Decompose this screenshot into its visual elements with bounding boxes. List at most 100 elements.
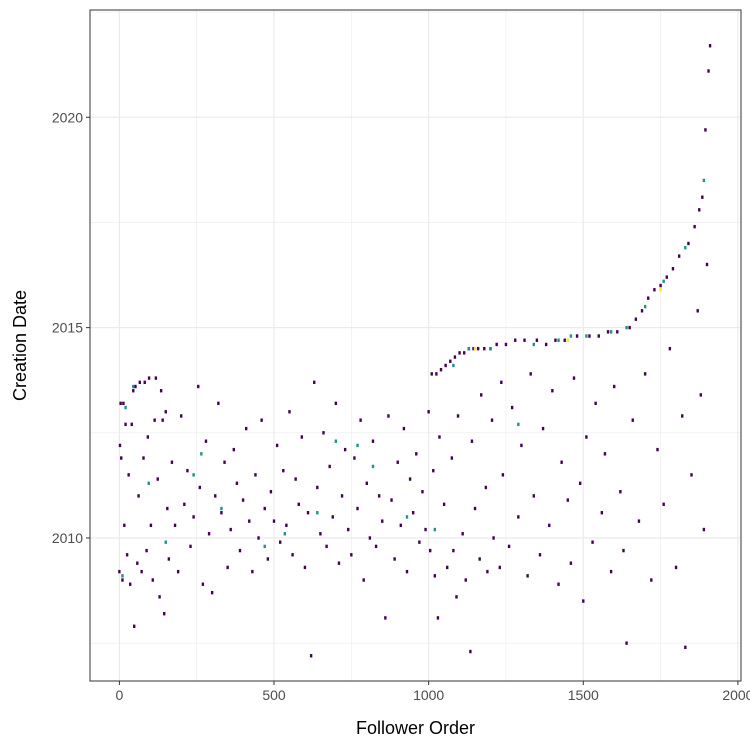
data-cell — [198, 485, 201, 490]
data-cell — [138, 380, 141, 385]
data-cell — [684, 645, 687, 650]
data-cell-mid — [316, 511, 319, 515]
data-cell — [690, 473, 693, 477]
data-cell — [708, 44, 712, 48]
data-cell-high — [566, 338, 570, 342]
data-cell — [291, 553, 294, 557]
data-cell — [186, 468, 189, 473]
data-cell — [501, 473, 505, 477]
data-cell-mid — [609, 330, 613, 334]
data-cell — [340, 494, 344, 498]
data-cell — [176, 569, 180, 574]
data-cell — [405, 569, 409, 574]
data-cell — [408, 477, 412, 481]
data-cell — [671, 267, 675, 271]
data-cell — [137, 494, 140, 498]
data-cell — [480, 393, 483, 397]
x-axis-ticks: 0 500 1000 1500 2000 — [115, 681, 750, 703]
data-cell-high — [473, 346, 477, 351]
x-axis-title: Follower Order — [356, 718, 475, 738]
data-cell — [248, 519, 251, 523]
data-cell — [557, 582, 560, 586]
data-cell — [266, 557, 270, 561]
data-cell-mid — [585, 334, 588, 338]
data-cell — [510, 405, 514, 410]
data-cell — [544, 342, 548, 347]
data-cell — [297, 502, 300, 507]
data-cell — [653, 288, 656, 292]
data-cell — [464, 578, 467, 582]
data-cell — [393, 557, 396, 561]
data-cell-mid — [124, 405, 127, 410]
data-cell — [538, 553, 542, 557]
data-cell — [353, 456, 356, 460]
data-cell — [609, 569, 613, 574]
data-cell — [197, 384, 200, 389]
data-cell — [166, 506, 169, 511]
data-cell — [640, 309, 644, 313]
data-cell — [220, 511, 223, 515]
data-cell — [484, 485, 488, 490]
data-cell — [143, 380, 146, 385]
data-cell — [387, 414, 390, 418]
x-tick-label: 1000 — [413, 687, 444, 703]
data-cell — [331, 515, 334, 519]
data-cell — [390, 498, 393, 502]
data-cell — [130, 422, 133, 427]
data-cell — [435, 372, 438, 376]
data-cell — [628, 325, 631, 330]
data-cell — [461, 532, 464, 536]
data-cell — [396, 460, 399, 464]
data-cell — [458, 351, 461, 355]
data-cell — [449, 359, 452, 363]
data-cell-mid — [662, 279, 665, 284]
y-axis-ticks: 2010 2015 2020 — [52, 109, 90, 546]
data-cell — [149, 523, 153, 528]
data-cell — [164, 410, 167, 414]
x-tick-label: 2000 — [722, 687, 750, 703]
y-tick-label: 2015 — [52, 320, 83, 336]
data-cell-mid — [517, 422, 520, 427]
data-cell-mid — [489, 346, 492, 351]
data-cell — [659, 283, 662, 288]
data-cell — [374, 544, 378, 549]
data-cell — [189, 544, 192, 549]
data-cell — [606, 330, 610, 334]
data-cell — [677, 254, 681, 258]
data-cell — [325, 544, 328, 549]
data-cell — [123, 523, 126, 528]
data-cell — [282, 468, 285, 473]
data-cell — [418, 540, 421, 544]
data-cell — [478, 557, 481, 561]
data-cell — [469, 649, 472, 654]
data-cell — [563, 338, 566, 342]
data-cell — [500, 380, 503, 385]
data-cell — [548, 523, 551, 528]
data-cell — [251, 569, 254, 574]
data-cell — [656, 447, 659, 452]
data-cell — [120, 456, 123, 460]
data-cell-mid — [220, 506, 223, 511]
data-cell — [142, 456, 145, 460]
data-cell — [154, 376, 158, 380]
data-cell — [343, 447, 347, 452]
data-cell-mid — [702, 178, 706, 183]
data-cell — [161, 418, 164, 422]
data-cell — [421, 489, 424, 494]
y-tick-label: 2010 — [52, 530, 83, 546]
data-cell — [526, 574, 529, 578]
data-cell — [362, 578, 365, 582]
data-cell — [263, 506, 266, 511]
data-cell — [702, 527, 706, 532]
data-cell — [204, 439, 208, 443]
data-cell — [232, 447, 236, 452]
data-cell — [121, 578, 124, 582]
data-cell — [492, 536, 495, 540]
data-cell — [535, 338, 539, 342]
data-cell — [498, 565, 501, 570]
data-cell — [432, 468, 435, 473]
data-cell — [662, 502, 665, 507]
data-cell — [529, 372, 532, 376]
data-cell — [288, 410, 291, 414]
